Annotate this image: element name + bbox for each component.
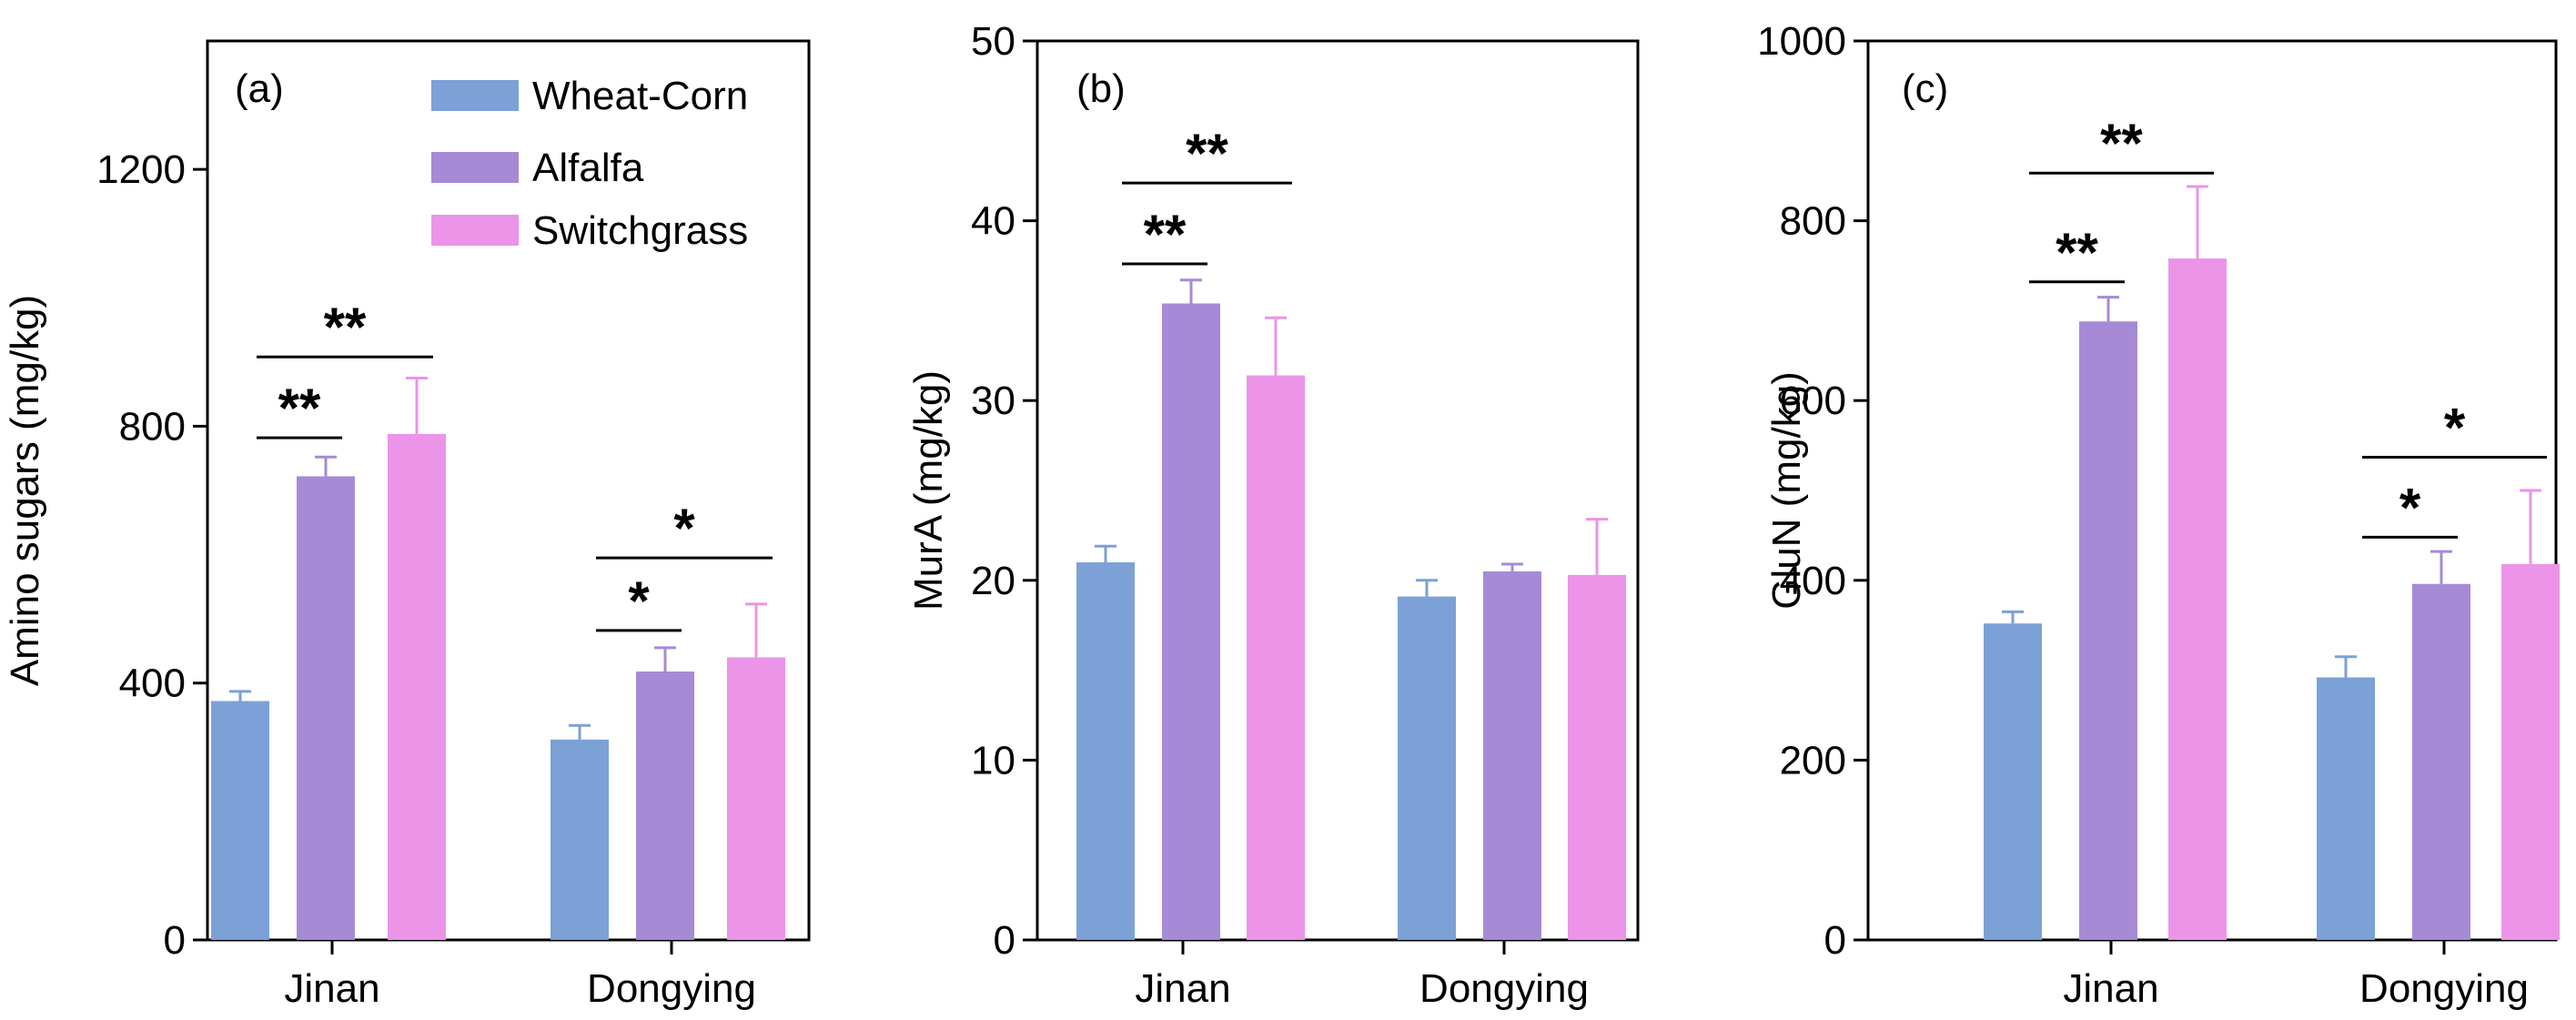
bar-wheat-corn [1398, 596, 1456, 940]
legend-label: Switchgrass [532, 208, 748, 253]
legend-label: Wheat-Corn [532, 74, 748, 118]
y-tick-label: 0 [1824, 918, 1846, 963]
bar-alfalfa [297, 476, 355, 940]
y-tick-label: 50 [971, 19, 1015, 64]
bar-wheat-corn [1984, 623, 2042, 940]
significance-marker: * [673, 498, 695, 559]
panel-label: (a) [235, 66, 284, 111]
y-tick-label: 1000 [1757, 19, 1846, 64]
y-tick-label: 10 [971, 738, 1015, 783]
y-tick-label: 600 [1780, 379, 1846, 423]
panel-b: 0 10 20 30 40 50 Jinan Dongying MurA (mg/kg) (b) *… [906, 19, 1640, 1011]
x-tick-label: Dongying [587, 966, 756, 1011]
y-axis-label: GluN (mg/kg) [1764, 371, 1809, 610]
x-tick-label: Jinan [1135, 966, 1230, 1011]
bar-alfalfa [2079, 321, 2137, 941]
significance-marker: ** [278, 378, 321, 439]
y-tick-label: 1200 [96, 147, 186, 192]
y-tick-label: 400 [1780, 559, 1846, 603]
bar-wheat-corn [1076, 562, 1135, 940]
y-axis-label: MurA (mg/kg) [906, 370, 951, 611]
y-tick-label: 40 [971, 199, 1015, 244]
y-tick-label: 400 [119, 661, 186, 706]
bar-alfalfa [636, 672, 694, 940]
legend-swatch [431, 215, 519, 246]
x-tick-label: Jinan [284, 966, 379, 1011]
y-tick-label: 20 [971, 559, 1015, 603]
significance-marker: * [2444, 397, 2466, 458]
bar-alfalfa [1483, 571, 1541, 940]
y-tick-label: 800 [1780, 199, 1846, 244]
plot-frame [1035, 39, 1640, 942]
x-tick-label: Dongying [1419, 966, 1589, 1011]
legend-swatch [431, 80, 519, 111]
bar-wheat-corn [211, 701, 269, 940]
bar-switchgrass [1247, 375, 1305, 940]
significance-marker: ** [2100, 113, 2143, 174]
y-tick-label: 200 [1780, 738, 1846, 783]
legend-swatch [431, 152, 519, 183]
panel-c: 0 200 400 600 800 1000 Jinan Dongying GluN (mg/k… [1757, 19, 2560, 1011]
x-tick-label: Dongying [2359, 966, 2529, 1011]
significance-marker: ** [1144, 204, 1187, 265]
bar-switchgrass [727, 657, 785, 940]
y-tick-label: 30 [971, 379, 1015, 423]
y-tick-label: 0 [164, 918, 186, 963]
y-axis-label: Amino sugars (mg/kg) [3, 295, 47, 686]
panel-label: (c) [1902, 66, 1948, 111]
panel-label: (b) [1076, 66, 1126, 111]
panel-a: 0 400 800 1200 Jinan Dongying Amino sugars (mg… [3, 39, 811, 1011]
y-tick-label: 800 [119, 404, 186, 449]
significance-marker: ** [1186, 123, 1228, 184]
bar-switchgrass [2168, 258, 2227, 940]
significance-marker: * [2399, 477, 2421, 538]
significance-marker: ** [2056, 222, 2098, 283]
significance-marker: * [628, 571, 650, 631]
significance-marker: ** [324, 297, 367, 358]
y-tick-label: 0 [994, 918, 1015, 963]
legend: Wheat-Corn Alfalfa Switchgrass [431, 74, 748, 253]
bar-wheat-corn [551, 739, 609, 940]
bar-alfalfa [2412, 583, 2470, 940]
bar-switchgrass [1568, 574, 1626, 940]
bar-switchgrass [2501, 564, 2560, 940]
legend-label: Alfalfa [532, 146, 644, 190]
bar-alfalfa [1162, 303, 1220, 941]
bar-wheat-corn [2317, 677, 2375, 940]
bar-switchgrass [388, 433, 446, 940]
plot-frame [206, 39, 811, 942]
x-tick-label: Jinan [2063, 966, 2158, 1011]
